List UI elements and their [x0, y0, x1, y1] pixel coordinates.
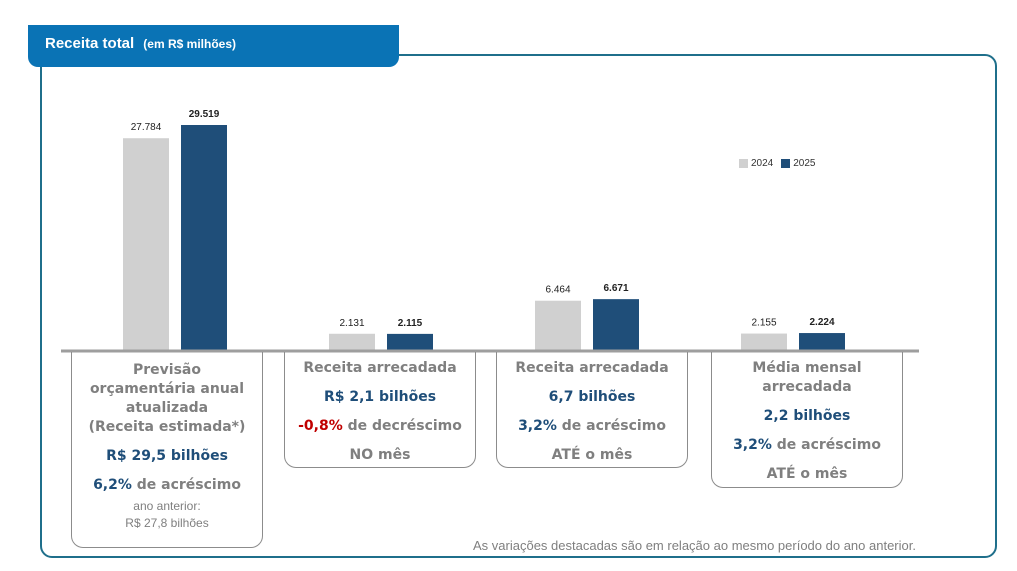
box-variation: 6,2% de acréscimo: [72, 476, 262, 495]
legend-item-2025: 2025: [781, 158, 816, 169]
data-label-2024-4: 2.155: [751, 318, 776, 329]
box-value: R$ 29,5 bilhões: [106, 448, 228, 464]
legend: 2024 2025: [739, 158, 824, 169]
box-variation: 3,2% de acréscimo: [712, 436, 902, 455]
box-title-line: (Receita estimada*): [88, 419, 246, 435]
box-pct: 3,2%: [518, 418, 557, 434]
bar-2025-1: [181, 125, 227, 350]
box-variation: 3,2% de acréscimo: [497, 417, 687, 436]
data-label-2024-1: 27.784: [131, 122, 162, 133]
box-pct: -0,8%: [298, 418, 343, 434]
bar-2025-3: [593, 299, 639, 350]
data-label-2025-4: 2.224: [809, 317, 834, 328]
legend-swatch-2024: [739, 159, 748, 168]
data-label-2025-3: 6.671: [603, 283, 628, 294]
box-extra-line: ano anterior:: [133, 499, 201, 513]
box-period: NO mês: [349, 447, 411, 463]
info-box-no-mes: Receita arrecadada R$ 2,1 bilhões -0,8% …: [284, 352, 476, 468]
box-value: R$ 2,1 bilhões: [323, 389, 437, 405]
bar-2024-4: [741, 333, 787, 350]
box-pct-text: de decréscimo: [342, 418, 462, 434]
legend-swatch-2025: [781, 159, 791, 168]
box-extra-line: R$ 27,8 bilhões: [125, 516, 209, 530]
data-label-2025-2: 2.115: [398, 318, 423, 329]
header-tab: Receita total (em R$ milhões): [28, 25, 399, 67]
box-pct-text: de acréscimo: [771, 437, 881, 453]
legend-label-2024: 2024: [751, 158, 774, 169]
box-pct: 3,2%: [733, 437, 772, 453]
box-pct-text: de acréscimo: [556, 418, 666, 434]
box-title-line: orçamentária anual: [89, 381, 245, 397]
box-value: 2,2 bilhões: [763, 408, 851, 424]
box-pct-text: de acréscimo: [131, 477, 241, 493]
box-title-line: Média mensal: [752, 360, 862, 376]
legend-label-2025: 2025: [793, 158, 816, 169]
box-title-line: Receita arrecadada: [515, 360, 669, 376]
data-label-2024-3: 6.464: [545, 285, 570, 296]
bar-2025-2: [387, 333, 433, 350]
info-box-ate-mes: Receita arrecadada 6,7 bilhões 3,2% de a…: [496, 352, 688, 468]
bar-2024-1: [123, 138, 169, 350]
chart-subtitle: (em R$ milhões): [143, 37, 236, 51]
data-label-2025-1: 29.519: [189, 109, 220, 120]
box-pct: 6,2%: [93, 477, 132, 493]
info-box-previsao: Previsão orçamentária anual atualizada (…: [71, 352, 263, 548]
bar-2024-3: [535, 300, 581, 350]
bar-2025-4: [799, 333, 845, 350]
chart-frame: [40, 54, 997, 558]
box-period: ATÉ o mês: [766, 466, 848, 482]
footnote: As variações destacadas são em relação a…: [473, 538, 916, 553]
data-label-2024-2: 2.131: [339, 318, 364, 329]
legend-item-2024: 2024: [739, 158, 773, 169]
box-title-line: atualizada: [125, 400, 209, 416]
box-title-line: Previsão: [133, 362, 201, 378]
box-title-line: arrecadada: [762, 379, 852, 395]
chart-title: Receita total: [45, 35, 135, 52]
box-period: ATÉ o mês: [551, 447, 633, 463]
bar-2024-2: [329, 333, 375, 350]
box-value: 6,7 bilhões: [548, 389, 636, 405]
box-title-line: Receita arrecadada: [303, 360, 457, 376]
info-box-media-mensal: Média mensal arrecadada 2,2 bilhões 3,2%…: [711, 352, 903, 488]
box-variation: -0,8% de decréscimo: [285, 417, 475, 436]
